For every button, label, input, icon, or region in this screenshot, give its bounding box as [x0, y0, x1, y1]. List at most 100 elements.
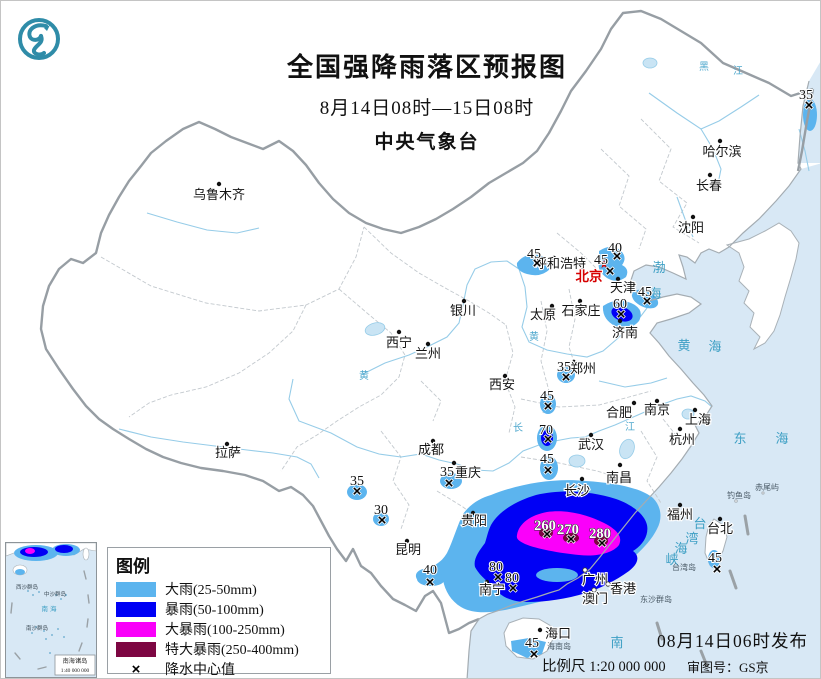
city-dot	[677, 502, 683, 508]
precip-value: 45	[708, 551, 722, 566]
legend-label: 大雨(25-50mm)	[165, 583, 257, 598]
coastline	[466, 80, 810, 678]
rain-area-beijing	[598, 246, 628, 281]
issue-time: 08月14日06时发布	[657, 631, 808, 651]
lakes	[364, 57, 695, 468]
sea-labels: 渤 海 黄 海 东 海 南 台 湾 海 峡	[610, 260, 788, 650]
rain-gap	[536, 568, 578, 582]
rain-area-taiwan	[708, 550, 720, 568]
precip-value: 45	[638, 285, 652, 300]
precip-x-mark: ×	[543, 526, 552, 543]
legend-swatch-severe-rainstorm	[116, 621, 156, 637]
city-dot	[571, 359, 577, 365]
city-label: 长沙	[564, 483, 590, 498]
city-label: 武汉	[578, 437, 604, 452]
korea-peninsula	[725, 222, 800, 351]
china-seas	[467, 163, 820, 678]
city-dot	[631, 400, 637, 406]
city-dot	[605, 581, 611, 587]
page-title: 全国强降雨落区预报图	[286, 52, 567, 82]
sea-label: 东	[733, 431, 746, 446]
legend-swatch-heavy-rain	[116, 581, 156, 597]
precip-x-mark: ×	[509, 580, 518, 597]
city-dot	[615, 276, 621, 282]
precip-x-mark: ×	[445, 475, 454, 492]
rain-area-north-hunan	[540, 456, 558, 480]
city-dot	[654, 398, 660, 404]
city-label: 杭州	[669, 432, 695, 447]
city-dot	[470, 510, 476, 516]
city-dot	[461, 298, 467, 304]
precip-x-mark: ×	[567, 531, 576, 548]
precip-value: 280	[589, 526, 611, 542]
city-dot	[451, 460, 457, 466]
precip-value: 45	[540, 389, 554, 404]
precip-value: 40	[423, 563, 437, 578]
city-dot	[692, 407, 698, 413]
extreme-rainstorm-2	[563, 533, 579, 543]
rainstorm-nanning-1	[483, 568, 503, 582]
title-block: 全国强降雨落区预报图 8月14日08时—15日08时 中央气象台	[227, 47, 627, 154]
rainstorm-jinan	[611, 306, 633, 322]
precip-value: 80	[489, 560, 503, 575]
rain-area-chongqing	[440, 473, 462, 489]
city-label: 呼和浩特	[534, 256, 586, 271]
city-label: 南京	[644, 402, 670, 417]
precip-value: 45	[527, 247, 541, 262]
sea-label: 渤	[652, 260, 665, 275]
extreme-rainstorm-3	[594, 536, 608, 546]
inset-rain-db	[55, 545, 73, 553]
city-markers: 乌鲁木齐 哈尔滨 长春 沈阳 呼和浩特 ★ 北京 天津 石家庄 太原 银川 济南…	[192, 138, 743, 642]
island-label: 海南岛	[547, 641, 571, 651]
city-label: 石家庄	[561, 303, 600, 318]
precip-value: 80	[505, 571, 519, 586]
river-label: 江	[733, 65, 743, 77]
precip-x-mark: ×	[353, 483, 362, 500]
city-dot	[579, 476, 585, 482]
river-label: 江	[625, 421, 635, 433]
city-label: 长春	[696, 178, 722, 193]
precip-x-mark: ×	[544, 398, 553, 415]
sea-label: 黄	[677, 338, 690, 353]
city-label-beijing: 北京	[576, 268, 603, 284]
precip-value: 35	[799, 88, 813, 103]
river-label: 黄	[359, 369, 369, 382]
city-label: 拉萨	[215, 445, 241, 460]
precip-x-mark: ×	[606, 263, 615, 280]
rain-area-s-yunnan	[417, 572, 445, 586]
city-label: 澳门	[582, 591, 608, 606]
inset-taiwan	[82, 547, 90, 561]
rainstorm-hubei	[541, 430, 553, 446]
extreme-rainstorm-1	[539, 528, 553, 538]
city-dot	[690, 214, 696, 220]
sea-label: 海	[674, 541, 687, 556]
city-label: 哈尔滨	[702, 144, 741, 159]
inset-sea-label: 南海	[42, 604, 59, 613]
map-approval-number: 审图号：GS京(2024)0236号	[687, 660, 769, 675]
city-dot	[582, 567, 588, 573]
precip-value: 45	[525, 636, 539, 651]
city-dot	[484, 579, 490, 585]
legend-label: 大暴雨(100-250mm)	[165, 623, 285, 638]
city-label: 南宁	[479, 582, 505, 597]
city-dot	[502, 373, 508, 379]
river-labels: 黑 江 黄 黄 长 江	[359, 61, 743, 434]
sea-label: 峡	[665, 552, 678, 567]
legend-row-marker: × 降水中心值	[116, 659, 322, 679]
chiwei-islet	[761, 491, 765, 495]
precip-x-mark: ×	[713, 561, 722, 578]
logo-dragon-head	[27, 23, 48, 42]
inset-island-label: 南沙群岛	[26, 624, 49, 632]
inset-dash-line	[10, 570, 90, 670]
inset-rain-lb	[15, 569, 25, 575]
city-label: 西安	[489, 377, 515, 392]
city-dot	[404, 538, 410, 544]
city-dot	[717, 138, 723, 144]
precip-x-mark: ×	[544, 462, 553, 479]
legend-title: 图例	[116, 557, 150, 576]
city-dot	[216, 181, 222, 187]
legend-row: 特大暴雨(250-400mm)	[116, 639, 322, 659]
precip-value: 30	[374, 503, 388, 518]
